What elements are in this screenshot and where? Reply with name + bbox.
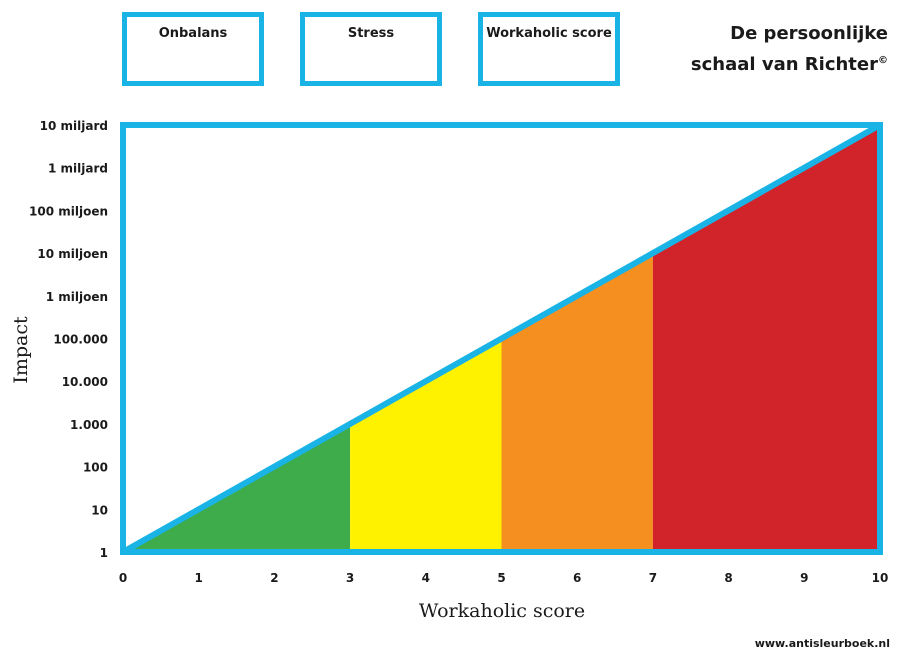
y-tick-label: 10 miljard [40, 119, 108, 133]
zone-2 [501, 253, 653, 552]
page-title: De persoonlijke schaal van Richter© [691, 20, 888, 78]
chart-frame [120, 122, 883, 555]
title-line-1: De persoonlijke [730, 23, 888, 44]
y-tick-label: 1 [100, 546, 108, 560]
x-tick-label: 3 [346, 571, 354, 585]
zone-3 [652, 125, 880, 552]
impact-line [120, 122, 883, 555]
x-tick-label: 6 [573, 571, 581, 585]
y-tick-label: 10 miljoen [37, 247, 108, 261]
x-axis-label: Workaholic score [419, 600, 585, 622]
workaholic-score-box: Workaholic score [478, 12, 620, 86]
footer-url: www.antisleurboek.nl [754, 637, 890, 650]
x-tick-label: 1 [195, 571, 203, 585]
y-axis-label: Impact [10, 316, 32, 384]
y-tick-label: 100 miljoen [29, 204, 108, 218]
y-tick-label: 1 miljoen [46, 290, 108, 304]
y-tick-label: 10 [91, 503, 108, 517]
x-tick-label: 2 [270, 571, 278, 585]
y-tick-label: 1 miljard [48, 162, 108, 176]
x-tick-label: 7 [649, 571, 657, 585]
title-line-2: schaal van Richter [690, 54, 878, 75]
x-tick-label: 8 [724, 571, 732, 585]
y-tick-label: 100 [83, 461, 108, 475]
onbalans-box: Onbalans [122, 12, 264, 86]
copyright-symbol: © [878, 55, 888, 66]
x-tick-label: 0 [119, 571, 127, 585]
x-tick-label: 4 [422, 571, 430, 585]
stress-label: Stress [347, 26, 395, 41]
y-tick-label: 100.000 [53, 333, 108, 347]
onbalans-label: Onbalans [158, 26, 228, 41]
x-tick-label: 9 [800, 571, 808, 585]
x-tick-label: 10 [872, 571, 889, 585]
stress-box: Stress [300, 12, 442, 86]
workaholic-score-label: Workaholic score [486, 26, 612, 41]
y-tick-label: 1.000 [70, 418, 108, 432]
zone-1 [350, 338, 502, 552]
y-tick-label: 10.000 [62, 375, 108, 389]
x-tick-label: 5 [497, 571, 505, 585]
